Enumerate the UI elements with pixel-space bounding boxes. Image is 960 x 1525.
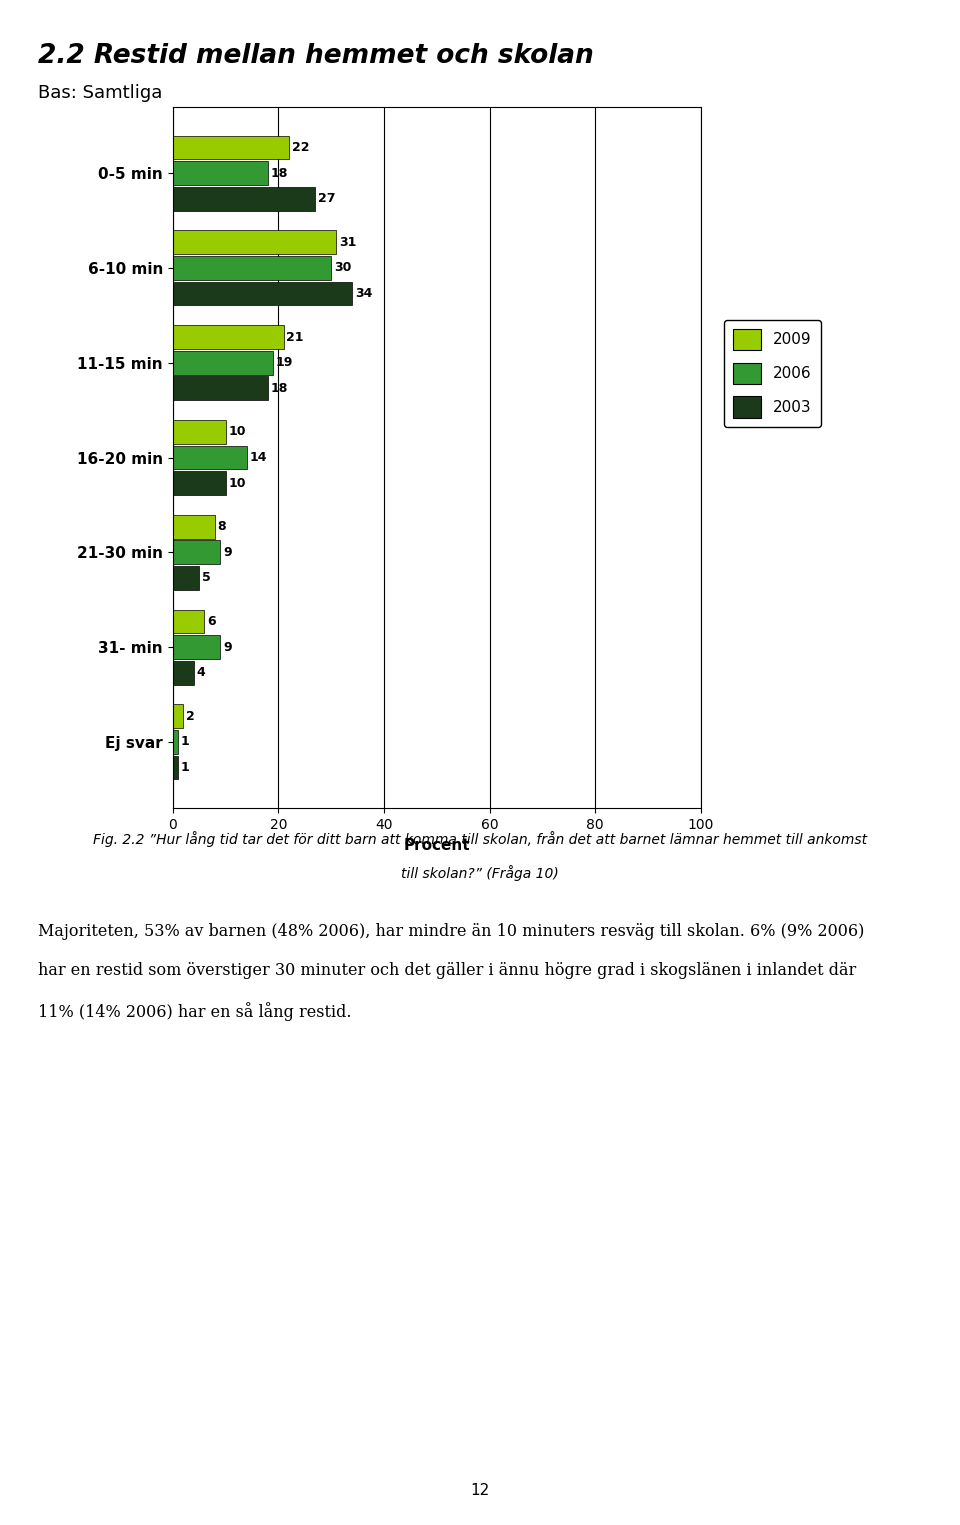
Text: 2: 2 (186, 709, 195, 723)
Text: 21: 21 (286, 331, 303, 343)
Text: 22: 22 (292, 140, 309, 154)
Text: 6: 6 (207, 615, 216, 628)
Bar (173, 756, 178, 779)
Text: 19: 19 (276, 357, 293, 369)
Bar (173, 660, 194, 685)
Bar (173, 610, 204, 633)
Bar (173, 566, 200, 590)
Bar (173, 515, 215, 538)
Text: 9: 9 (223, 640, 231, 654)
Text: 31: 31 (339, 236, 356, 249)
Text: 18: 18 (271, 381, 288, 395)
Bar (173, 351, 273, 375)
Legend: 2009, 2006, 2003: 2009, 2006, 2003 (724, 320, 821, 427)
Bar (173, 419, 226, 444)
Text: har en restid som överstiger 30 minuter och det gäller i ännu högre grad i skogs: har en restid som överstiger 30 minuter … (38, 962, 856, 979)
Text: 8: 8 (218, 520, 227, 534)
Text: 10: 10 (228, 477, 246, 490)
Text: till skolan?” (Fråga 10): till skolan?” (Fråga 10) (401, 865, 559, 880)
Text: 4: 4 (197, 666, 205, 679)
Text: Bas: Samtliga: Bas: Samtliga (38, 84, 163, 102)
Text: 18: 18 (271, 166, 288, 180)
Bar (173, 705, 183, 727)
Text: 11% (14% 2006) har en så lång restid.: 11% (14% 2006) har en så lång restid. (38, 1002, 352, 1020)
Bar (173, 730, 178, 753)
Bar (173, 230, 337, 255)
Bar (173, 445, 247, 470)
Bar (173, 188, 315, 210)
Text: 5: 5 (202, 572, 210, 584)
Bar (173, 256, 331, 279)
Text: 14: 14 (250, 451, 267, 464)
Text: Majoriteten, 53% av barnen (48% 2006), har mindre än 10 minuters resväg till sko: Majoriteten, 53% av barnen (48% 2006), h… (38, 923, 865, 939)
Text: 9: 9 (223, 546, 231, 558)
Bar (173, 540, 220, 564)
Bar (173, 325, 284, 349)
Text: 10: 10 (228, 425, 246, 438)
Text: 1: 1 (180, 735, 189, 749)
X-axis label: Procent: Procent (403, 837, 470, 852)
Text: 1: 1 (180, 761, 189, 775)
Bar (173, 377, 268, 400)
Bar (173, 136, 289, 160)
Bar (173, 471, 226, 496)
Text: 27: 27 (318, 192, 335, 206)
Bar (173, 636, 220, 659)
Bar (173, 282, 352, 305)
Text: 34: 34 (355, 287, 372, 300)
Text: 12: 12 (470, 1482, 490, 1498)
Bar (173, 162, 268, 185)
Text: 2.2 Restid mellan hemmet och skolan: 2.2 Restid mellan hemmet och skolan (38, 43, 594, 69)
Text: 30: 30 (334, 261, 351, 274)
Text: Fig. 2.2 ”Hur lång tid tar det för ditt barn att komma till skolan, från det att: Fig. 2.2 ”Hur lång tid tar det för ditt … (93, 831, 867, 846)
